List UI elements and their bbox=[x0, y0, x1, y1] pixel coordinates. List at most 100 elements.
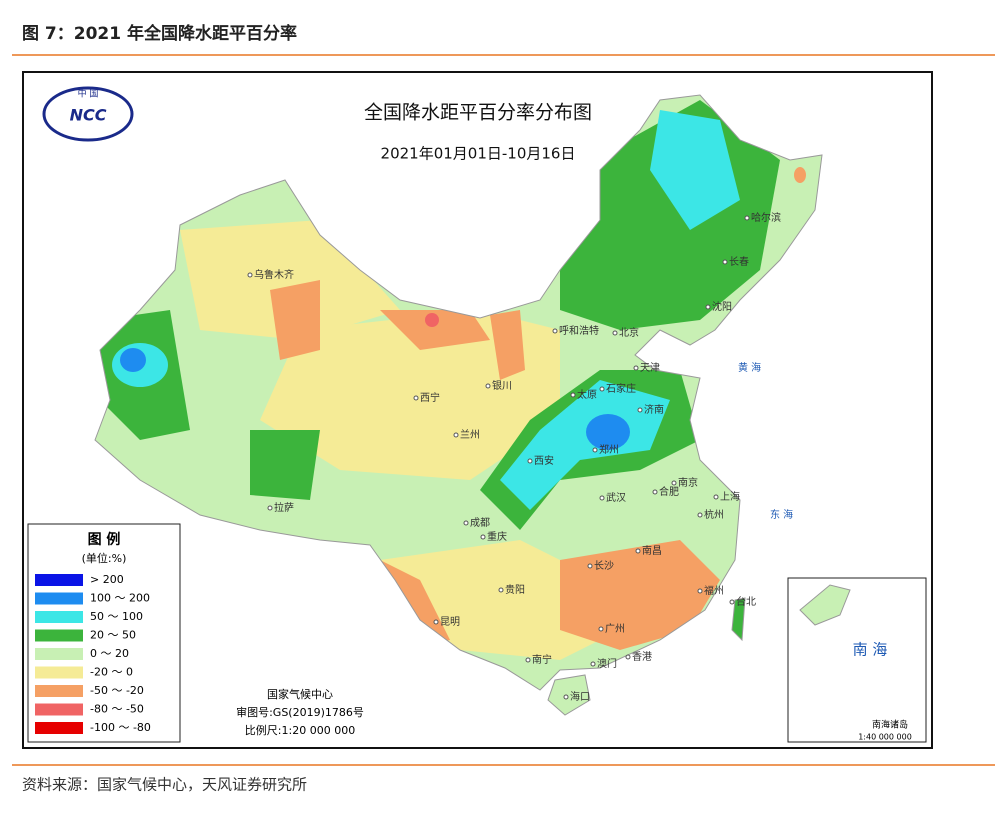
city-label: 南宁 bbox=[532, 653, 552, 666]
legend-swatch bbox=[35, 574, 83, 586]
city-dot bbox=[729, 599, 735, 605]
city-dot bbox=[570, 392, 576, 398]
legend-label: 100 ～ 200 bbox=[90, 592, 150, 605]
legend-swatch bbox=[35, 722, 83, 734]
city-label: 银川 bbox=[492, 379, 512, 392]
hainan bbox=[547, 674, 591, 716]
city-label: 长春 bbox=[729, 256, 749, 268]
city-label: 呼和浩特 bbox=[559, 325, 599, 337]
sea-label: 黄 海 bbox=[738, 361, 761, 374]
city-label: 上海 bbox=[720, 490, 740, 503]
credit: 国家气候中心 bbox=[267, 687, 333, 701]
city-label: 乌鲁木齐 bbox=[254, 268, 294, 281]
figure-caption: 图 7：2021 年全国降水距平百分率 bbox=[22, 23, 297, 44]
city-dot bbox=[527, 458, 533, 464]
logo-top: 中 国 bbox=[78, 88, 99, 100]
city-label: 太原 bbox=[577, 388, 597, 401]
city-label: 贵阳 bbox=[505, 583, 525, 596]
city-label: 哈尔滨 bbox=[751, 211, 781, 224]
city-label: 济南 bbox=[644, 403, 664, 416]
city-label: 长沙 bbox=[594, 560, 614, 572]
city-label: 成都 bbox=[470, 517, 490, 529]
city-dot bbox=[480, 534, 486, 540]
city-label: 香港 bbox=[632, 651, 652, 663]
inset-title: 南 海 bbox=[853, 641, 888, 659]
city-dot bbox=[722, 259, 728, 265]
city-dot bbox=[433, 619, 439, 625]
legend-label: > 200 bbox=[90, 573, 124, 586]
map-subtitle: 2021年01月01日-10月16日 bbox=[381, 145, 576, 163]
city-label: 广州 bbox=[605, 623, 625, 635]
legend-swatch bbox=[35, 666, 83, 679]
city-dot bbox=[697, 512, 703, 518]
city-label: 天津 bbox=[640, 362, 660, 374]
city-dot bbox=[598, 626, 604, 632]
city-label: 杭州 bbox=[704, 508, 724, 521]
legend-swatch bbox=[35, 648, 83, 660]
legend-swatch bbox=[35, 592, 83, 605]
legend-label: -20 ～ 0 bbox=[90, 666, 133, 679]
city-label: 台北 bbox=[736, 595, 756, 608]
legend-label: -50 ～ -20 bbox=[90, 684, 144, 697]
city-dot bbox=[498, 587, 504, 593]
city-dot bbox=[671, 480, 677, 486]
legend-swatch bbox=[35, 703, 83, 716]
city-dot bbox=[744, 215, 750, 221]
city-dot bbox=[697, 588, 703, 594]
credit: 比例尺:1:20 000 000 bbox=[245, 723, 355, 737]
city-dot bbox=[525, 657, 531, 663]
legend-unit: (单位:%) bbox=[82, 551, 127, 565]
city-dot bbox=[413, 395, 419, 401]
city-label: 重庆 bbox=[487, 530, 507, 543]
city-dot bbox=[633, 365, 639, 371]
legend-swatch bbox=[35, 611, 83, 623]
legend-label: 50 ～ 100 bbox=[90, 610, 143, 623]
city-dot bbox=[247, 272, 253, 278]
legend-label: -100 ～ -80 bbox=[90, 721, 151, 734]
city-dot bbox=[705, 304, 711, 310]
legend-label: 20 ～ 50 bbox=[90, 629, 136, 642]
city-dot bbox=[652, 489, 658, 495]
legend-label: -80 ～ -50 bbox=[90, 703, 144, 716]
city-dot bbox=[587, 563, 593, 569]
city-label: 海口 bbox=[570, 690, 590, 703]
logo: 中 国 NCC bbox=[42, 86, 134, 142]
city-label: 西安 bbox=[534, 454, 554, 467]
inset-islands: 南海诸岛 bbox=[872, 719, 908, 731]
credit: 审图号:GS(2019)1786号 bbox=[236, 705, 364, 719]
inset-land bbox=[799, 584, 851, 626]
city-label: 澳门 bbox=[597, 657, 617, 670]
legend-swatch bbox=[35, 629, 83, 642]
city-label: 南昌 bbox=[642, 544, 662, 557]
city-dot bbox=[563, 694, 569, 700]
city-dot bbox=[453, 432, 459, 438]
city-label: 石家庄 bbox=[606, 382, 636, 395]
city-label: 拉萨 bbox=[274, 501, 294, 514]
city-label: 昆明 bbox=[440, 616, 460, 628]
city-dot bbox=[599, 495, 605, 501]
city-dot bbox=[599, 386, 605, 392]
city-label: 西宁 bbox=[420, 391, 440, 404]
city-dot bbox=[637, 407, 643, 413]
source: 资料来源：国家气候中心，天风证券研究所 bbox=[22, 776, 307, 794]
city-label: 北京 bbox=[619, 326, 639, 339]
city-label: 兰州 bbox=[460, 428, 480, 441]
city-dot bbox=[592, 447, 598, 453]
city-dot bbox=[713, 494, 719, 500]
city-label: 福州 bbox=[704, 584, 724, 597]
sea-label: 东 海 bbox=[770, 508, 793, 521]
legend-label: 0 ～ 20 bbox=[90, 647, 129, 660]
map-title: 全国降水距平百分率分布图 bbox=[364, 102, 592, 124]
city-dot bbox=[612, 330, 618, 336]
city-dot bbox=[635, 548, 641, 554]
city-dot bbox=[267, 505, 273, 511]
city-label: 沈阳 bbox=[712, 300, 732, 313]
legend-title: 图 例 bbox=[88, 531, 121, 548]
city-dot bbox=[625, 654, 631, 660]
city-dot bbox=[485, 383, 491, 389]
logo-text: NCC bbox=[70, 106, 107, 125]
city-dot bbox=[463, 520, 469, 526]
city-label: 武汉 bbox=[606, 491, 626, 504]
